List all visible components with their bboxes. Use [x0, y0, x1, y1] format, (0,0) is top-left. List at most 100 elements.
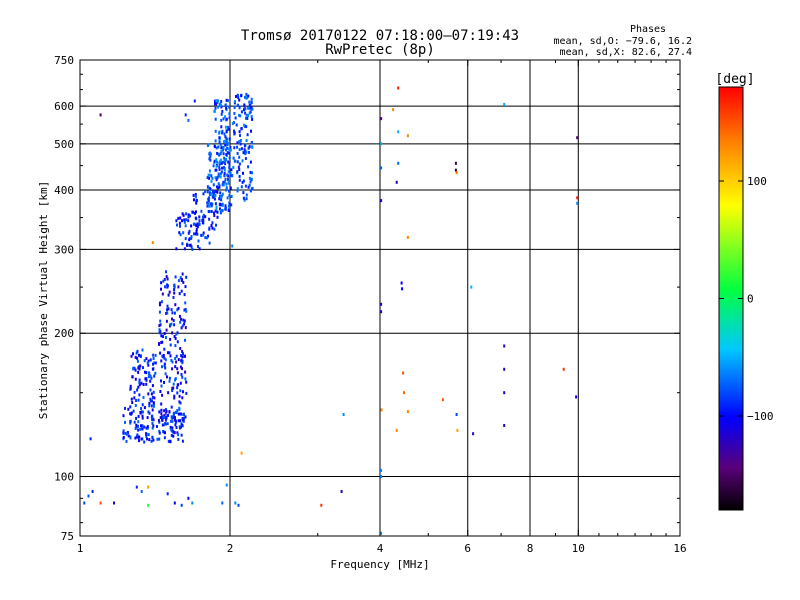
- data-point: [247, 106, 249, 110]
- data-point: [228, 156, 231, 160]
- data-point: [171, 311, 174, 315]
- data-point: [240, 127, 243, 130]
- data-point: [206, 144, 209, 147]
- data-point: [144, 377, 147, 381]
- data-point: [228, 147, 231, 151]
- data-point: [152, 418, 155, 422]
- data-point: [192, 222, 195, 226]
- data-point: [147, 410, 150, 414]
- data-point: [129, 435, 132, 439]
- data-point: [174, 416, 176, 420]
- data-point: [208, 157, 211, 161]
- data-point: [170, 308, 173, 312]
- data-point: [238, 130, 241, 134]
- data-point: [163, 416, 166, 419]
- data-point: [176, 431, 179, 435]
- data-point: [230, 203, 233, 207]
- y-axis-ticks: 75 100 200 300 400 500 600 750: [54, 54, 680, 543]
- data-point: [173, 323, 176, 327]
- data-point: [138, 381, 141, 385]
- data-point: [214, 106, 217, 110]
- data-point: [180, 359, 183, 363]
- data-point: [222, 148, 224, 152]
- data-point: [175, 354, 178, 358]
- data-point: [242, 151, 245, 155]
- y-tick-label: 750: [54, 54, 74, 67]
- data-point: [99, 501, 102, 505]
- data-point: [163, 409, 166, 413]
- data-point: [167, 351, 169, 355]
- data-point: [214, 209, 217, 213]
- data-point: [204, 215, 207, 219]
- data-point: [141, 414, 144, 418]
- data-point: [179, 320, 182, 324]
- data-point: [216, 160, 218, 164]
- data-point: [214, 117, 217, 121]
- data-point: [162, 353, 165, 357]
- data-point: [165, 319, 168, 323]
- data-point: [158, 431, 161, 435]
- data-point: [204, 189, 207, 193]
- data-point: [215, 207, 218, 211]
- data-point: [208, 204, 211, 208]
- data-point: [138, 435, 141, 439]
- data-point: [228, 116, 231, 120]
- data-point: [170, 322, 173, 326]
- colorbar-tick-label: 100: [747, 175, 767, 188]
- data-point: [150, 439, 153, 443]
- data-point: [182, 419, 185, 423]
- data-point: [145, 432, 148, 436]
- data-point: [206, 201, 209, 205]
- data-point: [229, 146, 232, 149]
- data-point: [133, 390, 136, 394]
- y-tick-label: 75: [61, 530, 74, 543]
- data-point: [184, 338, 186, 342]
- data-point: [180, 503, 183, 507]
- data-point: [178, 425, 181, 429]
- data-point: [189, 243, 192, 247]
- data-point: [184, 224, 187, 228]
- data-point: [249, 189, 252, 193]
- data-point: [147, 392, 150, 396]
- data-point: [191, 247, 194, 251]
- data-point: [232, 156, 235, 160]
- data-point: [138, 393, 141, 397]
- data-point: [236, 160, 239, 164]
- data-point: [401, 287, 404, 291]
- data-point: [140, 437, 143, 441]
- data-point: [209, 154, 212, 158]
- data-point: [380, 475, 383, 478]
- data-point: [130, 411, 133, 415]
- data-point: [251, 145, 254, 149]
- data-point: [165, 336, 167, 339]
- data-point: [227, 181, 230, 185]
- data-point: [242, 171, 244, 175]
- data-point: [221, 131, 224, 135]
- data-point: [164, 408, 167, 411]
- data-point: [174, 275, 177, 279]
- data-point: [220, 112, 223, 116]
- data-point: [152, 353, 155, 357]
- data-point: [133, 396, 136, 400]
- data-point: [170, 434, 173, 437]
- data-point: [129, 412, 132, 416]
- data-point: [380, 408, 383, 412]
- data-point: [237, 96, 240, 99]
- x-tick-label: 4: [377, 542, 384, 555]
- data-point: [250, 101, 253, 105]
- data-point: [160, 379, 162, 383]
- data-point: [172, 382, 175, 386]
- data-point: [146, 361, 149, 365]
- data-point: [136, 388, 139, 392]
- data-point: [238, 168, 241, 171]
- data-point: [211, 221, 214, 225]
- data-point: [147, 433, 150, 437]
- data-point: [170, 428, 173, 432]
- data-point: [219, 211, 222, 215]
- data-point: [151, 395, 154, 399]
- data-point: [244, 95, 246, 99]
- data-point: [213, 197, 216, 201]
- data-point: [181, 375, 184, 379]
- data-point: [208, 173, 211, 177]
- y-tick-label: 100: [54, 471, 74, 484]
